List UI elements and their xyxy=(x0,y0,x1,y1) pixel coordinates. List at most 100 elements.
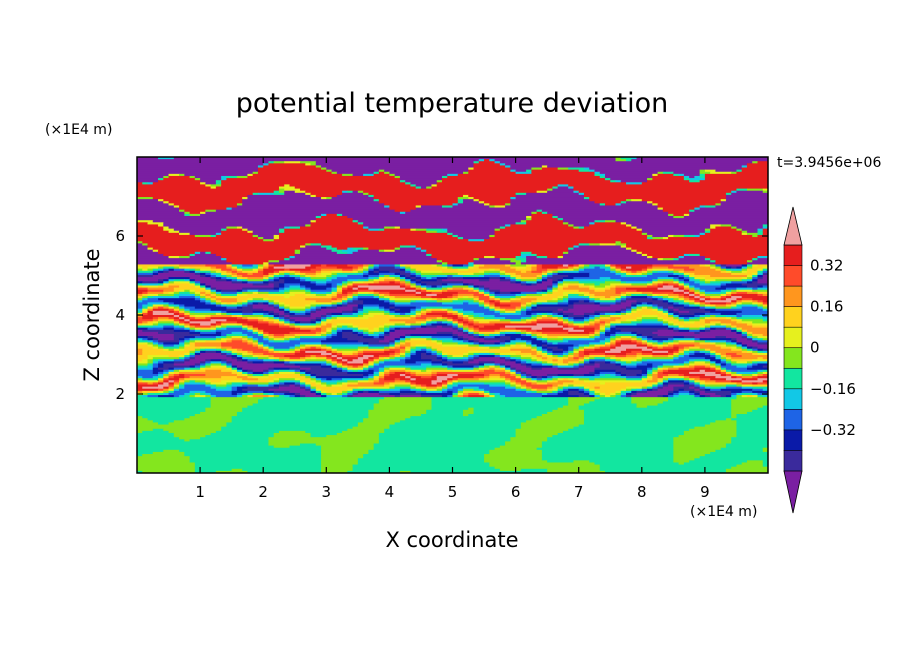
field-cell xyxy=(357,340,380,343)
field-cell xyxy=(331,312,343,316)
field-cell xyxy=(473,327,480,331)
field-cell xyxy=(158,199,164,202)
field-cell xyxy=(158,390,164,394)
field-cell xyxy=(278,289,285,293)
field-cell xyxy=(473,289,480,293)
field-cell xyxy=(573,355,580,358)
field-cell xyxy=(368,333,380,337)
field-cell xyxy=(531,171,596,175)
field-cell xyxy=(179,207,227,211)
field-cell xyxy=(657,329,674,333)
field-cell xyxy=(573,190,580,194)
field-cell xyxy=(668,270,674,274)
field-cell xyxy=(394,308,401,312)
field-cell xyxy=(205,359,212,362)
field-cell xyxy=(594,323,601,327)
field-cell xyxy=(526,312,532,316)
field-cell xyxy=(305,277,312,280)
field-cell xyxy=(731,190,738,194)
field-cell xyxy=(215,270,222,274)
field-cell xyxy=(137,414,196,417)
field-cell xyxy=(342,296,348,299)
field-cell xyxy=(741,167,768,171)
field-cell xyxy=(526,378,532,381)
field-cell xyxy=(505,378,511,381)
field-cell xyxy=(578,348,585,352)
field-cell xyxy=(652,340,659,343)
field-cell xyxy=(347,247,354,251)
field-cell xyxy=(662,306,669,310)
field-cell xyxy=(499,344,506,348)
field-cell xyxy=(610,346,617,350)
field-cell xyxy=(252,325,280,329)
field-cell xyxy=(657,298,664,301)
field-cell xyxy=(200,392,206,396)
field-cell xyxy=(683,296,690,299)
field-cell xyxy=(473,293,485,297)
field-cell xyxy=(463,300,469,303)
field-cell xyxy=(215,325,222,329)
field-cell xyxy=(205,373,238,377)
field-cell xyxy=(347,285,354,289)
field-cell xyxy=(221,348,227,352)
field-cell xyxy=(179,173,185,177)
field-cell xyxy=(647,306,653,310)
field-cell xyxy=(704,289,722,293)
field-cell xyxy=(331,197,375,200)
field-cell xyxy=(342,361,348,365)
field-cell xyxy=(568,386,580,390)
field-cell xyxy=(578,355,585,358)
field-cell xyxy=(321,243,580,247)
field-cell xyxy=(647,390,669,394)
field-cell xyxy=(268,392,275,396)
field-cell xyxy=(215,323,222,327)
field-cell xyxy=(436,388,443,392)
field-cell xyxy=(378,376,385,379)
field-cell xyxy=(583,361,590,365)
field-cell xyxy=(147,363,154,367)
field-cell xyxy=(405,211,532,215)
field-cell xyxy=(310,308,317,312)
field-cell xyxy=(657,365,664,369)
field-cell xyxy=(399,279,406,282)
field-cell xyxy=(668,376,685,379)
field-cell xyxy=(762,304,768,308)
field-cell xyxy=(252,344,259,348)
field-cell xyxy=(473,319,501,322)
field-cell xyxy=(189,175,196,179)
field-cell xyxy=(179,340,185,343)
field-cell xyxy=(505,331,517,335)
field-cell xyxy=(394,395,401,398)
field-cell xyxy=(305,163,312,167)
field-cell xyxy=(604,285,611,289)
field-cell xyxy=(310,357,317,360)
field-cell xyxy=(289,184,412,188)
field-cell xyxy=(526,329,538,333)
field-cell xyxy=(268,163,306,167)
field-cell xyxy=(368,365,375,369)
field-cell xyxy=(447,319,454,322)
field-cell xyxy=(568,361,580,365)
field-cell xyxy=(725,199,768,202)
field-cell xyxy=(137,272,154,276)
field-cell xyxy=(257,342,264,346)
field-cell xyxy=(710,329,732,333)
field-cell xyxy=(526,340,532,343)
field-cell xyxy=(604,281,622,284)
field-cell xyxy=(426,319,433,322)
field-cell xyxy=(641,182,768,185)
field-cell xyxy=(610,325,617,329)
field-cell xyxy=(610,287,617,291)
field-cell xyxy=(363,310,369,314)
field-cell xyxy=(741,319,764,322)
field-cell xyxy=(173,348,185,352)
field-cell xyxy=(137,315,143,318)
field-cell xyxy=(652,338,669,341)
field-cell xyxy=(410,346,417,350)
field-cell xyxy=(499,279,511,282)
field-cell xyxy=(405,380,412,384)
field-cell xyxy=(278,190,285,194)
field-cell xyxy=(152,376,159,379)
field-cell xyxy=(194,310,222,314)
field-cell xyxy=(489,346,501,350)
